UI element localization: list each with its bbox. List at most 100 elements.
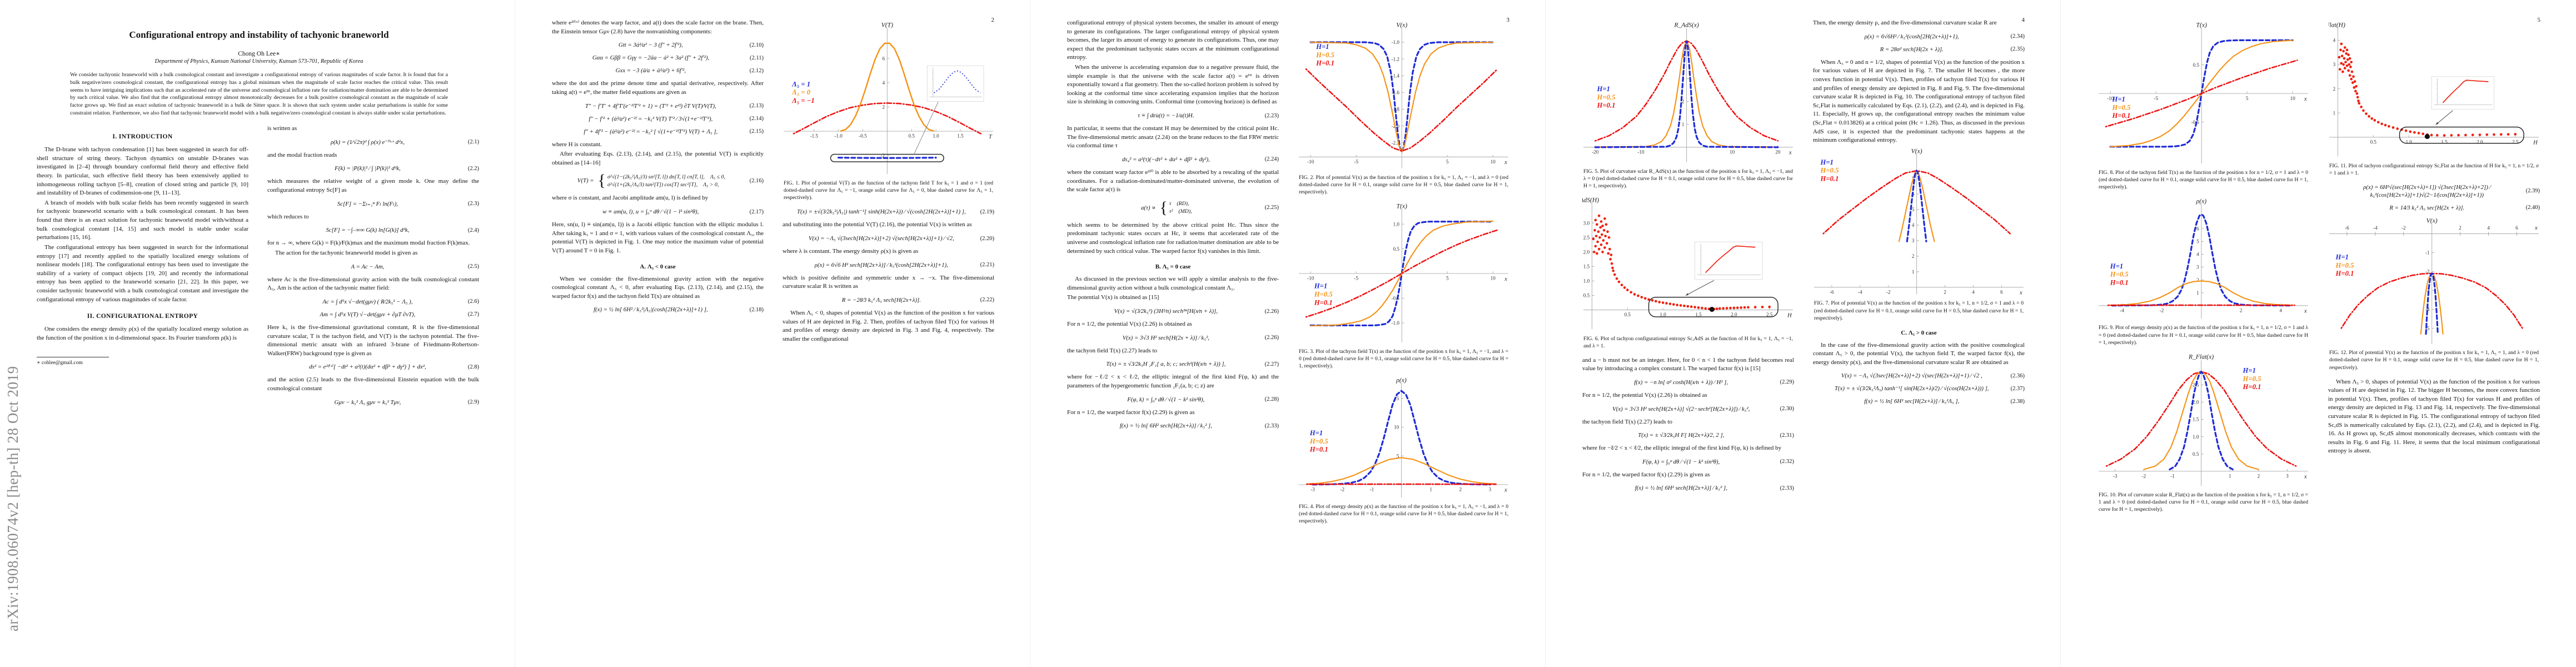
svg-text:-2: -2 — [1340, 487, 1344, 492]
svg-text:1.5: 1.5 — [957, 133, 964, 139]
figure-fig10: -3 -2 -1 1 2 3 0.5 1.0 1.5 2.0 2.5 R_Flat(x) x H=1 H=0… — [2097, 353, 2309, 513]
svg-text:ρ(x): ρ(x) — [1396, 377, 1407, 384]
svg-text:V(x): V(x) — [2426, 217, 2438, 224]
equation-number: (2.3) — [467, 201, 479, 207]
equation: A = Ac − Am, (2.5) — [267, 263, 480, 271]
svg-text:2.0: 2.0 — [1731, 312, 1737, 317]
paragraph: where e²ᶠ⁽ˣ⁾ denotes the warp factor, an… — [552, 19, 764, 35]
svg-text:-10: -10 — [1307, 159, 1314, 165]
equation: ρ(x) = 6√6 H² sech[H(2x+λ)] ⁄ k₅²(cosh[2… — [783, 261, 994, 269]
svg-text:5: 5 — [1912, 207, 1915, 212]
svg-text:H=1: H=1 — [1309, 429, 1323, 437]
svg-text:10: 10 — [1730, 150, 1735, 155]
svg-text:H=1: H=1 — [1597, 85, 1610, 93]
svg-text:-0.5: -0.5 — [1392, 296, 1400, 301]
svg-text:1: 1 — [1912, 269, 1915, 275]
abstract: We consider tachyonic braneworld with a … — [70, 72, 448, 116]
svg-text:H=0.1: H=0.1 — [1820, 175, 1839, 182]
equation-number: (2.29) — [1780, 379, 1794, 386]
svg-text:-3: -3 — [2113, 473, 2117, 479]
svg-text:H=0.1: H=0.1 — [2335, 270, 2354, 277]
chart-container-fig12: -6 -4 -2 2 4 6 -1 -2 -3 -4 -5 V(x) x H=1 H=0.5 H=0.1 — [2328, 217, 2540, 348]
equation-cases: V(T) ={σ²√(1−(2k₅²|Λ₅|⁄3) sn²[T, l]) dn[… — [552, 172, 764, 189]
equation-body: T(x) = ± √(3⁄2k₅²Λ₅) tanh⁻¹[ sin(H(2x+λ)… — [1835, 385, 1989, 392]
page-5: 5 -10 -5 5 10 -0.5 0.5 T(x) x H=1 H=0.5 H=0.1 FIG. … — [2061, 0, 2576, 667]
equation-number: (2.34) — [2010, 33, 2025, 40]
figure-fig5: -20 -10 10 20 1 2 3 4 R_AdS(x) x H=1 H=0.5 H=0.1 FIG.… — [1582, 21, 1794, 190]
equation-number: (2.22) — [980, 297, 994, 303]
svg-text:-20: -20 — [1592, 150, 1599, 155]
svg-text:H=0.1: H=0.1 — [2110, 279, 2129, 287]
svg-text:-5: -5 — [2425, 325, 2430, 331]
equation-body: Sc[F] = −Σₗ₌₁ⁿ Fₗ ln(Fₗ), — [337, 200, 398, 207]
svg-text:10: 10 — [1491, 159, 1496, 165]
figure-caption: FIG. 6. Plot of tachyon configurational … — [1583, 335, 1793, 349]
equation: Gμν − k₅² Λ₅ gμν = k₅² Tμν, (2.9) — [267, 399, 479, 406]
svg-text:H=1: H=1 — [2110, 262, 2123, 270]
equation: ρ(x) = 6√6H² ⁄ k₅²(cosh[2H(2x+λ)]+1), (2.… — [1813, 33, 2025, 41]
svg-text:2.0: 2.0 — [1583, 250, 1590, 255]
svg-text:-4: -4 — [1858, 289, 1862, 295]
cases-cond: Λ₅ > 0, — [703, 181, 719, 188]
svg-text:2: 2 — [2333, 86, 2336, 92]
svg-text:1.0: 1.0 — [1660, 312, 1666, 317]
svg-text:-0.5: -0.5 — [2191, 120, 2200, 125]
paragraph: the tachyon field T(x) (2.27) leads to — [1067, 347, 1157, 354]
svg-text:2.5: 2.5 — [1766, 312, 1773, 317]
svg-text:-3: -3 — [2425, 287, 2430, 293]
equation-number: (2.15) — [749, 128, 764, 135]
paragraph: For n = 1/2, the warped factor f(x) (2.2… — [1582, 471, 1710, 478]
equation-number: (2.38) — [2010, 399, 2025, 405]
equation-number: (2.16) — [749, 177, 764, 184]
equation-body: Gxx = −3 (ä⁄a + ȧ²⁄a²) + 6f′², — [615, 67, 686, 74]
cases-body: σ²√(1−(2k₅²|Λ₅|⁄3) sn²[T, l]) dn[T, l] c… — [607, 173, 705, 180]
equation-body: ρ(x) = 6√6 H² sech[H(2x+λ)] ⁄ k₅²(cosh[2… — [814, 261, 948, 268]
svg-text:1.0: 1.0 — [1393, 221, 1400, 227]
svg-text:x: x — [2304, 96, 2307, 102]
equation-body: f″ − f′² + (ȧ²⁄a²) e⁻²ᶠ = −k₅² V(T) T′² … — [589, 115, 713, 122]
equation-body: f(x) = ½ ln[ 6H² ⁄ k₅²|Λ₅|(cosh[2H(2x+λ)… — [594, 306, 708, 313]
svg-text:4: 4 — [2279, 308, 2282, 313]
page-1: arXiv:1908.06074v2 [hep-th] 28 Oct 2019 … — [0, 0, 515, 667]
equation: Sc[F] = −∫₋∞∞ G(k) ln[G(k)] dᵈk, (2.4) — [267, 226, 479, 234]
equation-body: ρ(k) = (1⁄√2π)ᵈ ∫ ρ(x) e⁻ⁱᵏ·ˣ dᵈx, — [330, 138, 405, 146]
svg-text:-2: -2 — [2425, 268, 2430, 274]
svg-text:4: 4 — [1972, 289, 1975, 295]
equation-body: R = 14⁄3 k₅² Λ₅ sec[H(2x + λ)]. — [2389, 204, 2465, 211]
equation-body: T(x) = ±√(3⁄2k₅²|Λ₅|) tanh⁻¹[ sinh(H(2x+… — [796, 208, 966, 216]
svg-text:V(x): V(x) — [1396, 22, 1407, 29]
equation-number: (2.2) — [467, 165, 479, 172]
svg-text:H: H — [1787, 313, 1792, 319]
paragraph: When we consider the five-dimensional gr… — [552, 275, 764, 300]
svg-text:-2: -2 — [1886, 289, 1891, 295]
equation: F(φ, k) = ∫₀ᵠ dθ ⁄ √(1 − k² sin²θ), (2.32… — [1582, 458, 1794, 466]
chart-container-fig6: 0.5 1.0 1.5 2.0 2.5 0.5 1.0 1.5 2.0 2.5 3.0 Sc,AdS(… — [1572, 196, 1794, 333]
svg-text:15: 15 — [1394, 396, 1399, 401]
paragraph: and a − b must not be an integer. Here, … — [1582, 356, 1794, 372]
equation-number: (2.12) — [749, 67, 764, 74]
paragraph: As discussed in the previous section we … — [1067, 276, 1279, 291]
equation-body: f(x) = ½ ln[ 6H² sech[H(2x+λ)] ⁄ k₅² ], — [1119, 422, 1212, 430]
svg-text:3.0: 3.0 — [1583, 221, 1590, 226]
svg-text:1.0: 1.0 — [933, 133, 939, 139]
paragraph: which reduces to — [267, 213, 309, 220]
equation: T(x) = ± √3⁄2k₅H ₂F₁[ a, b; c; sech²(H(x… — [1067, 360, 1279, 368]
svg-text:1: 1 — [2229, 473, 2231, 479]
chart-fig6: 0.5 1.0 1.5 2.0 2.5 0.5 1.0 1.5 2.0 2.5 3.0 Sc,AdS(… — [1572, 197, 1793, 330]
svg-text:-10: -10 — [2107, 96, 2114, 101]
svg-text:H=0.5: H=0.5 — [2112, 103, 2131, 111]
svg-text:4: 4 — [1912, 222, 1915, 228]
subsection-heading: C. Λ₅ > 0 case — [1901, 329, 1937, 336]
page-number: 5 — [2537, 17, 2541, 23]
equation-number: (2.40) — [2525, 205, 2540, 211]
paragraph: where for −ℓ⁄2 < x < ℓ⁄2, the elliptic i… — [1582, 445, 1782, 452]
equation: f″ + 4f′² − (ȧ²⁄a²) e⁻²ᶠ = −k₅² [ √(1+e⁻… — [552, 128, 764, 136]
svg-text:H=0.1: H=0.1 — [1597, 102, 1616, 109]
svg-text:x: x — [1788, 150, 1792, 156]
svg-text:-2: -2 — [2160, 308, 2164, 313]
equation: R = 14⁄3 k₅² Λ₅ sec[H(2x + λ)]. (2.40) — [2328, 204, 2540, 212]
svg-text:0.5: 0.5 — [2193, 62, 2200, 68]
paragraph: configurational entropy of physical syst… — [1067, 19, 1279, 61]
svg-text:-3: -3 — [1311, 487, 1315, 492]
chart-container-fig4: -3 -2 -1 1 2 3 5 10 15 ρ(x) x H=1 H=0.5 H=0.1 — [1298, 376, 1509, 501]
